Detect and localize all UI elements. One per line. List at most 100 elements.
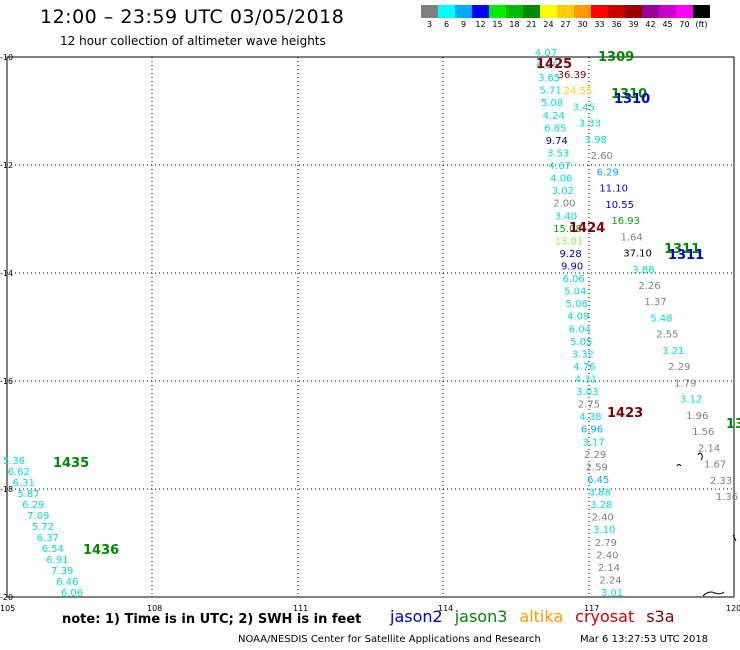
wave-height-value: 16.93 — [611, 216, 640, 227]
wave-height-value: 3.32 — [572, 349, 594, 360]
legend-label: 6 — [443, 20, 450, 29]
wave-height-value: 6.06 — [562, 274, 584, 285]
wave-height-value: 4.31 — [575, 375, 597, 386]
wave-height-value: 3.12 — [680, 395, 702, 406]
lat-tick-label: -14 — [0, 269, 13, 278]
wave-height-value: 6.29 — [22, 500, 44, 511]
lon-tick-label: 117 — [584, 604, 599, 613]
pass-time-label: 1310 — [614, 92, 650, 107]
wave-height-value: 1.96 — [686, 411, 708, 422]
pass-time-label: 13 — [726, 417, 740, 432]
wave-height-value: 6.85 — [544, 123, 566, 134]
legend-swatch — [591, 5, 608, 18]
wave-height-value: 9.28 — [559, 249, 581, 260]
wave-height-value: 6.54 — [42, 544, 64, 555]
wave-height-value: 3.40 — [555, 211, 577, 222]
wave-height-value: 5.36 — [3, 456, 25, 467]
lon-tick-label: 114 — [438, 604, 453, 613]
wave-height-value: 1.67 — [704, 460, 726, 471]
wave-height-value: 1.56 — [692, 427, 714, 438]
wave-height-value: 2.40 — [592, 513, 614, 524]
map-subtitle: 12 hour collection of altimeter wave hei… — [60, 34, 326, 48]
wave-height-value: 2.14 — [598, 563, 620, 574]
satellite-name: s3a — [646, 607, 675, 626]
legend-label: 24 — [543, 20, 554, 29]
legend-label: 9 — [460, 20, 467, 29]
wave-height-value: 5.72 — [32, 522, 54, 533]
wave-height-value: 5.05 — [570, 337, 592, 348]
legend-label: 18 — [509, 20, 520, 29]
wave-height-value: 2.14 — [698, 443, 720, 454]
legend-swatch — [642, 5, 659, 18]
wave-height-value: 3.28 — [590, 500, 612, 511]
wave-height-value: 5.48 — [650, 314, 672, 325]
lat-tick-label: -18 — [0, 485, 13, 494]
wave-height-value: 2.29 — [584, 450, 606, 461]
wave-height-value: 1.64 — [620, 232, 642, 243]
pass-time-label: 1435 — [53, 456, 89, 471]
map-axis-labels: -10 -12 -14 -16 -18 -20 105 108 111 114 117 120 — [0, 53, 740, 613]
pass-time-label: 1423 — [607, 406, 643, 421]
wave-height-value: 2.60 — [591, 151, 613, 162]
legend-label: 30 — [577, 20, 588, 29]
coastline-mark — [732, 534, 737, 542]
wave-height-value: 6.91 — [46, 555, 68, 566]
island-mark — [676, 464, 682, 467]
wave-height-value: 1.37 — [644, 297, 666, 308]
credit-text: NOAA/NESDIS Center for Satellite Applica… — [238, 634, 541, 645]
satellite-name: cryosat — [575, 607, 635, 626]
wave-height-value: 2.26 — [638, 281, 660, 292]
wave-height-value: 2.24 — [599, 575, 621, 586]
wave-height-value: 3.17 — [582, 437, 604, 448]
wave-height-value: 3.01 — [601, 588, 623, 599]
legend-swatch — [455, 5, 472, 18]
legend-label: 36 — [611, 20, 622, 29]
wave-height-value: 4.67 — [549, 161, 571, 172]
wave-height-value: 3.88 — [589, 488, 611, 499]
legend-label: 33 — [594, 20, 605, 29]
legend-labels: 3 6 9 12 15 18 21 24 27 30 33 36 39 42 45 70 (ft) — [421, 20, 710, 29]
legend-swatch — [625, 5, 642, 18]
legend-swatch — [676, 5, 693, 18]
legend-label: 12 — [475, 20, 486, 29]
wave-height-value: 3.45 — [573, 103, 595, 114]
legend-label: 42 — [645, 20, 656, 29]
wave-height-value: 11.10 — [599, 184, 628, 195]
lon-tick-label: 111 — [293, 604, 308, 613]
legend-swatch — [693, 5, 710, 18]
wave-height-value: 4.38 — [579, 412, 601, 423]
legend-swatches — [421, 5, 710, 18]
legend-swatch — [489, 5, 506, 18]
wave-height-value: 6.31 — [13, 478, 35, 489]
legend-label: 15 — [492, 20, 503, 29]
wave-height-value: 3.53 — [547, 149, 569, 160]
wave-height-value: 2.33 — [710, 476, 732, 487]
wave-height-value: 1.79 — [674, 378, 696, 389]
pass-time-label: 1311 — [664, 242, 700, 257]
wave-height-value: 1.36 — [716, 492, 738, 503]
wave-height-value: 2.55 — [656, 330, 678, 341]
lon-tick-label: 120 — [726, 604, 740, 613]
legend-label: (ft) — [695, 20, 708, 29]
legend-label: 39 — [628, 20, 639, 29]
wave-height-value: 36.39 — [558, 70, 587, 81]
legend-label: 3 — [426, 20, 433, 29]
coastline-mark — [702, 591, 725, 597]
legend-swatch — [659, 5, 676, 18]
color-legend: 3 6 9 12 15 18 21 24 27 30 33 36 39 42 45 70 (ft) — [421, 5, 710, 29]
wave-height-value: 4.07 — [535, 48, 557, 59]
wave-height-value: 3.33 — [579, 119, 601, 130]
wave-height-value: 37.10 — [623, 249, 652, 260]
wave-height-value: 10.55 — [605, 200, 634, 211]
legend-swatch — [421, 5, 438, 18]
wave-height-value: 6.96 — [581, 425, 603, 436]
pass-time-label: 1425 — [536, 57, 572, 72]
satellite-name: altika — [519, 607, 564, 626]
lon-tick-label: 108 — [147, 604, 162, 613]
legend-swatch — [574, 5, 591, 18]
footer-note: note: 1) Time is in UTC; 2) SWH is in fe… — [62, 612, 362, 627]
wave-height-value: 3.03 — [576, 387, 598, 398]
legend-label: 45 — [662, 20, 673, 29]
wave-height-value: 9.90 — [561, 262, 583, 273]
